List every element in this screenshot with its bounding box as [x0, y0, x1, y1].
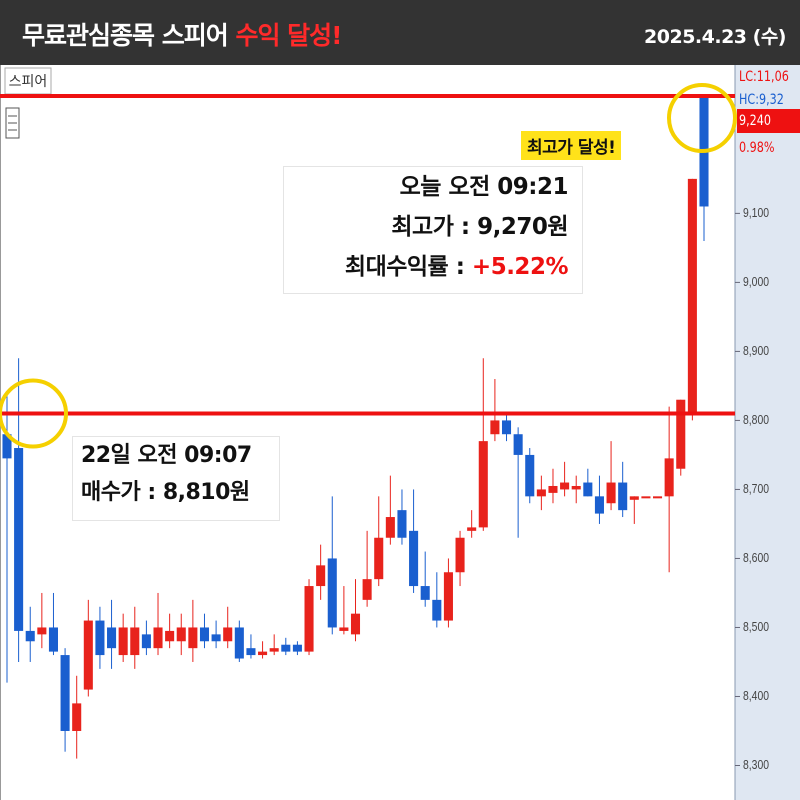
today-time: 오늘 오전 09:21 [399, 174, 569, 200]
candle-body [501, 420, 512, 435]
candle-body [676, 399, 686, 469]
candle-body [281, 644, 291, 652]
title-highlight: 수익 달성! [235, 21, 342, 50]
y-tick-label: 8,400 [743, 689, 769, 703]
candle-body [199, 627, 210, 642]
candle-body [83, 620, 93, 690]
candle-body [107, 627, 117, 649]
y-tick-label: 9,000 [743, 275, 769, 289]
date: 2025.4.23 (수) [644, 26, 786, 48]
axis-tag: 0.98% [739, 139, 775, 156]
candle-body [350, 613, 361, 635]
candle-body [258, 651, 268, 656]
title-text: 무료관심종목 스피어 [22, 21, 229, 50]
y-tick-label: 8,500 [743, 620, 769, 634]
candle-body [397, 510, 407, 538]
y-tick-label: 8,700 [743, 482, 769, 496]
candle-body [141, 634, 151, 649]
candle-body [606, 482, 616, 504]
candle-body [443, 572, 453, 621]
candle-body [118, 627, 128, 656]
candle-body [455, 537, 465, 573]
y-tick-label: 8,900 [743, 344, 769, 358]
price-tag-box [737, 109, 800, 133]
candle-body [641, 496, 651, 499]
candle-body [130, 627, 140, 656]
candle-body [420, 586, 430, 600]
candle-body [234, 627, 244, 659]
max-return-row: 최대수익률 : +5.22% [284, 247, 569, 287]
candle-body [269, 648, 279, 652]
candle-body [95, 620, 105, 656]
candle-body [37, 627, 47, 635]
candle-body [583, 482, 593, 497]
axis-tag: 9,240 [739, 112, 771, 129]
candle-body [327, 558, 337, 628]
candle-body [478, 441, 488, 528]
axis-tag: LC:11,06 [739, 68, 789, 85]
highlight-circle [0, 378, 68, 449]
candle-body [304, 586, 314, 652]
candle-body [409, 530, 419, 587]
candle-body [292, 644, 302, 652]
y-tick-label: 8,300 [743, 758, 769, 772]
candle-body [548, 485, 558, 493]
candle-body [362, 579, 372, 600]
peak-price: 최고가 : 9,270원 [391, 214, 568, 240]
candle-body [223, 627, 233, 642]
candle-body [490, 420, 500, 435]
candle-body [432, 599, 442, 621]
candle-body [385, 517, 395, 538]
candle-body [594, 496, 604, 514]
candle-body [653, 496, 663, 499]
axis-panel [735, 65, 800, 800]
candle-body [153, 627, 163, 649]
candle-body [664, 458, 674, 497]
candle-body [687, 178, 697, 414]
max-return-label: 최대수익률 : [344, 254, 472, 280]
candle-body [316, 565, 326, 587]
peak-badge: 최고가 달성! [521, 131, 622, 160]
candle-body [467, 527, 477, 531]
candle-body [339, 627, 349, 631]
buy-time: 22일 오전 09:07 [81, 443, 252, 468]
max-return: +5.22% [471, 254, 569, 280]
candle-body [571, 485, 581, 490]
title: 무료관심종목 스피어 수익 달성! [22, 16, 343, 52]
peak-info: 오늘 오전 09:21 최고가 : 9,270원 최대수익률 : +5.22% [283, 166, 583, 294]
candle-body [246, 648, 256, 656]
y-tick-label: 9,100 [743, 206, 769, 220]
candle-body [2, 434, 12, 459]
header: 무료관심종목 스피어 수익 달성! 2025.4.23 (수) [0, 0, 800, 65]
candle-body [560, 482, 570, 490]
candle-body [536, 489, 546, 497]
buy-price: 매수가 : 8,810원 [81, 480, 250, 505]
candle-body [211, 634, 221, 642]
candle-body [60, 655, 70, 731]
candle-body [176, 627, 186, 642]
candle-body [374, 537, 384, 580]
candle-body [165, 630, 175, 642]
highlight-circle [667, 83, 737, 154]
axis-tag: HC:9,32 [739, 91, 784, 108]
candle-body [188, 627, 198, 649]
candle-body [48, 627, 58, 652]
candle-body [72, 703, 82, 731]
y-tick-label: 8,800 [743, 413, 769, 427]
buy-info: 22일 오전 09:07 매수가 : 8,810원 [72, 436, 280, 521]
candle-body [525, 454, 535, 497]
candle-body [14, 448, 24, 631]
y-tick-label: 8,600 [743, 551, 769, 565]
candle-body [25, 630, 35, 642]
candle-body [629, 496, 639, 500]
symbol-box [4, 67, 52, 95]
symbol-label: 스피어 [9, 74, 48, 90]
candle-body [513, 434, 523, 455]
candle-body [618, 482, 628, 511]
